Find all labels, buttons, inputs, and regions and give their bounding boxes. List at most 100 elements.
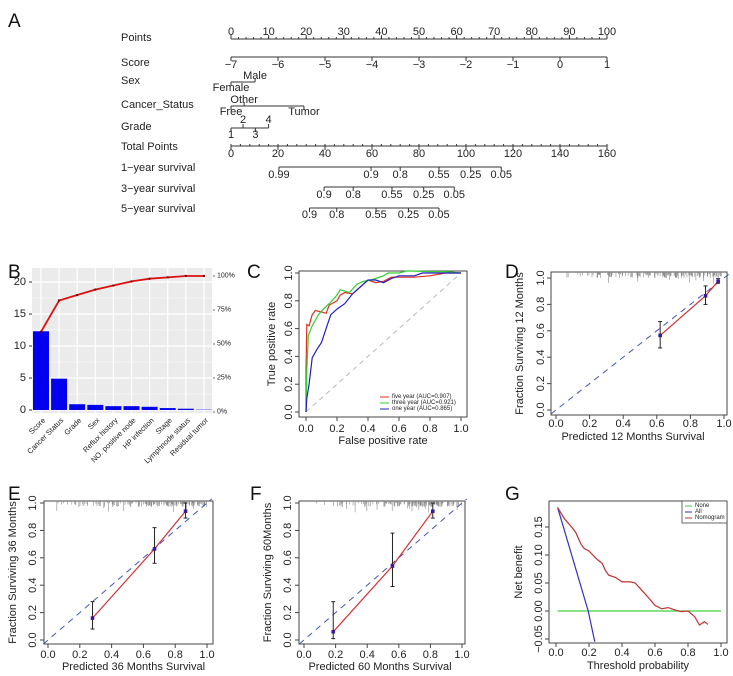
- y-tick-label: 0.2: [27, 605, 39, 620]
- calibration-point: [703, 294, 708, 298]
- y-tick-label: 0.8: [282, 523, 294, 538]
- roc-curve: [305, 270, 462, 413]
- nomogram-tick-label: 0.99: [268, 169, 289, 181]
- y-tick-label: 0.6: [283, 321, 295, 336]
- nomogram-tick-label: 120: [504, 148, 522, 160]
- y2-tick-label: 50%: [217, 341, 231, 348]
- y-tick-label: 0.05: [533, 572, 545, 593]
- y-tick-label: 0.4: [282, 578, 294, 593]
- y-axis-label: Fraction Surviving 36 Months: [7, 501, 19, 644]
- nomogram-tick-label: −3: [413, 59, 426, 71]
- x-tick-label: 0.4: [614, 647, 629, 659]
- nomogram-tick-label: 50: [413, 26, 425, 38]
- nomogram-tick-label: 0.55: [428, 169, 449, 181]
- x-tick-label: 0.0: [548, 647, 563, 659]
- y-tick-label: 0.8: [27, 523, 39, 538]
- x-tick-label: 0.6: [647, 647, 662, 659]
- y-tick-label: 0.0: [283, 404, 295, 419]
- nomogram-tick-label: 0.05: [428, 209, 449, 221]
- nomogram-tick-label: 60: [366, 148, 378, 160]
- y-tick-label: 0.8: [535, 297, 547, 312]
- y2-tick-label: 75%: [217, 307, 231, 314]
- y-tick-label: 15: [14, 308, 26, 320]
- y-tick-label: 0.6: [535, 323, 547, 338]
- nomogram-row-label: 3−year survival: [121, 183, 195, 195]
- x-tick-label: 0.6: [136, 649, 151, 661]
- nomogram-tick-label: 70: [488, 26, 500, 38]
- calibration-point: [390, 564, 395, 568]
- nomogram-tick-label: −1: [507, 59, 520, 71]
- calibration-point: [658, 333, 662, 338]
- y-tick-label: 0: [20, 404, 26, 416]
- y-tick-label: 1.0: [282, 495, 294, 510]
- nomogram-row-label: Cancer_Status: [121, 99, 194, 111]
- bar: [51, 378, 68, 410]
- legend-label: three year (AUC=0.921): [392, 400, 456, 406]
- y-tick-label: 0.0: [282, 632, 294, 647]
- nomogram-tick-label: −2: [460, 59, 473, 71]
- plot-frame: [298, 270, 468, 418]
- x-tick-label: 0.2: [581, 647, 596, 659]
- x-tick-label: 0.4: [104, 649, 119, 661]
- bar: [33, 331, 49, 410]
- bar: [177, 408, 194, 410]
- bar: [123, 406, 140, 410]
- roc-curve: [305, 272, 461, 412]
- y-axis-label: True positive rate: [266, 302, 278, 387]
- y-tick-label: −0.05: [533, 625, 545, 653]
- cumulative-point: [202, 274, 206, 278]
- x-tick-label: 0.0: [296, 649, 311, 661]
- category-label: Grade: [62, 416, 83, 437]
- nomogram-tick-label: 1: [604, 59, 610, 71]
- panel-letter-g: G: [505, 484, 520, 505]
- y-tick-label: 0.15: [533, 516, 545, 537]
- bar: [105, 406, 122, 410]
- nomogram-tick-label: 0: [228, 26, 234, 38]
- x-tick-label: 1.0: [713, 647, 728, 659]
- calibration-point: [183, 509, 188, 514]
- nomogram-tick-label: −6: [272, 59, 285, 71]
- x-axis-label: False positive rate: [338, 435, 427, 447]
- x-tick-label: 0.2: [328, 649, 343, 661]
- plot-frame: [548, 500, 728, 644]
- y-tick-label: 0.8: [283, 293, 295, 308]
- y-tick-label: 5: [20, 372, 26, 384]
- cumulative-point: [112, 284, 115, 287]
- ideal-line: [298, 498, 468, 645]
- nomogram-tick-label: 90: [563, 26, 575, 38]
- nomogram-tick-label: 0.25: [413, 189, 434, 201]
- nomogram-tick-label: 0.05: [444, 189, 465, 201]
- nomogram-tick-label: Free: [220, 106, 243, 118]
- nomogram-tick-label: 0.8: [346, 189, 361, 201]
- legend-label: None: [695, 503, 710, 509]
- x-tick-label: 0.4: [360, 649, 375, 661]
- x-tick-label: 0.0: [298, 423, 313, 435]
- y-tick-label: 0.0: [27, 632, 39, 647]
- x-tick-label: 0.8: [423, 649, 438, 661]
- y-axis-label: Fraction Surviving 12 Months: [514, 272, 526, 415]
- nomogram-tick-label: 0.9: [316, 189, 331, 201]
- nomogram-tick-label: 60: [450, 26, 462, 38]
- nomogram-tick-label: 0.8: [393, 169, 408, 181]
- bar: [69, 404, 86, 410]
- nomogram-tick-label: Male: [243, 70, 267, 82]
- y-tick-label: 0.2: [282, 605, 294, 620]
- panel-letter-e: E: [8, 484, 21, 505]
- legend-box: [681, 500, 728, 524]
- x-axis-label: Predicted 12 Months Survival: [561, 431, 704, 443]
- nomogram-tick-label: 0.25: [398, 209, 419, 221]
- nomogram-row-label: Total Points: [121, 141, 178, 153]
- cumulative-line: [40, 275, 204, 333]
- panel-letter-d: D: [505, 262, 519, 283]
- nomogram-tick-label: 0.8: [329, 209, 344, 221]
- x-axis-label: Predicted 60 Months Survival: [308, 661, 451, 673]
- nomogram-tick-label: 0.9: [302, 209, 317, 221]
- nomogram-tick-label: 20: [300, 26, 312, 38]
- x-tick-label: 0.4: [360, 423, 375, 435]
- nomogram-tick-label: 20: [272, 148, 284, 160]
- y-tick-label: 1.0: [283, 265, 295, 280]
- nomogram-tick-label: 100: [457, 148, 475, 160]
- nomogram-row-label: Sex: [121, 75, 140, 87]
- cumulative-point: [166, 276, 169, 279]
- y-tick-label: 1.0: [535, 270, 547, 285]
